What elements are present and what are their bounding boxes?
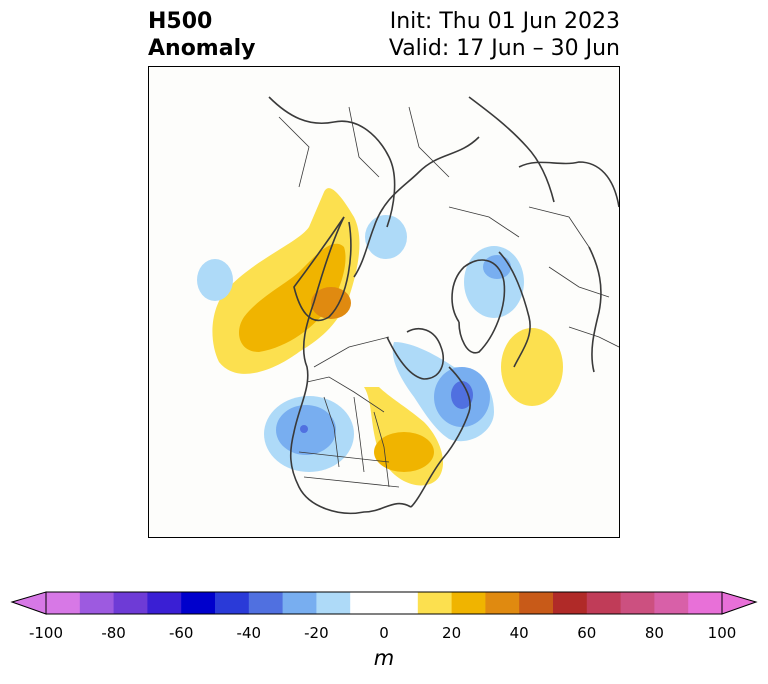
colorbar-tick-label: -40 — [236, 624, 262, 642]
negative-anomaly-pacific — [197, 259, 233, 301]
colorbar-cell — [215, 592, 250, 614]
map-panel — [148, 66, 620, 538]
colorbar-tick-label: -100 — [28, 624, 64, 642]
init-date-label: Init: Thu 01 Jun 2023 — [389, 9, 620, 34]
title-variable: H500 Anomaly — [148, 8, 255, 62]
coastlines — [268, 96, 619, 514]
negative-anomaly-siberia — [365, 215, 407, 259]
colorbar-tick-label: 60 — [577, 624, 597, 642]
colorbar-cell — [485, 592, 520, 614]
political-borders — [278, 106, 619, 488]
valid-range-label: Valid: 17 Jun – 30 Jun — [388, 36, 620, 61]
colorbar-cell — [519, 592, 554, 614]
colorbar-tick-label: 80 — [644, 624, 664, 642]
colorbar-tick-label: 20 — [442, 624, 462, 642]
colorbar-extend-under — [10, 591, 47, 615]
anomaly-map — [197, 96, 619, 514]
positive-anomaly-alaska — [212, 188, 360, 374]
colorbar-cell — [316, 592, 351, 614]
colorbar-tick-label: -20 — [304, 624, 329, 642]
title-line-h500: H500 — [148, 9, 213, 34]
colorbar-cell — [688, 592, 723, 614]
colorbar-cell — [79, 592, 115, 614]
colorbar-tick-label: -80 — [101, 624, 126, 642]
title-dates: Init: Thu 01 Jun 2023 Valid: 17 Jun – 30… — [389, 8, 620, 62]
colorbar-cell — [417, 592, 453, 614]
negative-anomaly-labrador — [392, 342, 494, 442]
colorbar — [10, 591, 758, 615]
colorbar-cell — [350, 592, 385, 614]
colorbar-tick-label: -60 — [168, 624, 194, 642]
colorbar-cell — [113, 592, 148, 614]
colorbar-cell — [620, 592, 655, 614]
colorbar-cell — [282, 592, 317, 614]
colorbar-tick-label: 0 — [379, 624, 389, 642]
colorbar-outline — [45, 591, 723, 615]
positive-anomaly-atlantic — [501, 328, 563, 406]
negative-anomaly-scandinavia — [464, 246, 524, 318]
colorbar-cell — [248, 592, 284, 614]
colorbar-cell — [654, 592, 689, 614]
negative-anomaly-great-basin — [264, 396, 354, 472]
colorbar-cell — [451, 592, 486, 614]
colorbar-tick-label: 100 — [707, 624, 737, 642]
colorbar-cell — [384, 592, 419, 614]
colorbar-tick-labels: -100 -80 -60 -40 -20 0 20 40 60 80 100 — [0, 624, 768, 644]
colorbar-cell — [46, 592, 81, 614]
colorbar-extend-over — [721, 591, 758, 615]
colorbar-unit-label: m — [373, 646, 395, 670]
title-line-anomaly: Anomaly — [148, 36, 256, 61]
colorbar-cell — [553, 592, 588, 614]
colorbar-cell — [147, 592, 182, 614]
colorbar-cell — [181, 592, 216, 614]
colorbar-cell — [586, 592, 622, 614]
colorbar-tick-label: 40 — [509, 624, 529, 642]
